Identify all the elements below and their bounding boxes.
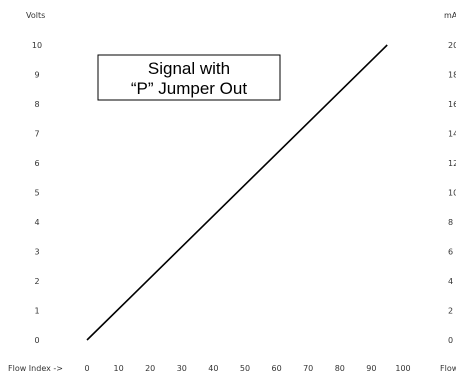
x-tick-label: 80: [335, 364, 345, 373]
x-tick-label: 10: [114, 364, 124, 373]
right-y-tick-label: 2: [448, 307, 453, 316]
right-y-tick-label: 16: [448, 100, 456, 109]
x-tick-label: 20: [145, 364, 155, 373]
y-tick-label: 6: [34, 159, 39, 168]
series-line: [86, 44, 388, 341]
x-tick-label: 40: [208, 364, 218, 373]
x-axis-label: Flow Index ->: [8, 364, 63, 373]
x-tick-label: 60: [272, 364, 282, 373]
x-tick-label: 70: [303, 364, 313, 373]
y-tick-label: 7: [34, 130, 39, 139]
y-tick-label: 0: [34, 336, 39, 345]
right-y-axis-unit-ma: mA: [444, 11, 456, 20]
right-y-tick-label: 8: [448, 218, 453, 227]
y-tick-label: 1: [34, 307, 39, 316]
annotation-line-2: “P” Jumper Out: [131, 79, 247, 98]
annotation-box: [97, 54, 281, 101]
y-tick-label: 5: [34, 189, 39, 198]
annotation: Signal with “P” Jumper Out: [97, 54, 281, 101]
y-axis-unit-volts: Volts: [26, 11, 45, 20]
x-tick-label: 90: [366, 364, 376, 373]
y-tick-label: 9: [34, 71, 39, 80]
x-tick-labels: 0 10 20 30 40 50 60 70 80 90 100: [84, 364, 410, 373]
right-y-tick-label: 6: [448, 248, 453, 257]
y-tick-label: 8: [34, 100, 39, 109]
annotation-line-1: Signal with: [148, 59, 230, 78]
right-y-tick-labels: 0 2 4 6 8 10 12 14 16 18 20: [448, 41, 456, 345]
y-tick-label: 3: [34, 248, 39, 257]
right-y-tick-label: 10: [448, 189, 456, 198]
right-x-axis-label: Flow: [440, 364, 456, 373]
right-y-tick-label: 20: [448, 41, 456, 50]
x-tick-label: 50: [240, 364, 250, 373]
right-y-tick-label: 14: [448, 130, 456, 139]
y-tick-label: 2: [34, 277, 39, 286]
y-tick-labels: 0 1 2 3 4 5 6 7 8 9 10: [32, 41, 42, 345]
x-tick-label: 0: [84, 364, 89, 373]
right-y-tick-label: 4: [448, 277, 453, 286]
series-group: [86, 44, 388, 341]
right-y-tick-label: 18: [448, 71, 456, 80]
x-tick-label: 100: [395, 364, 410, 373]
right-y-tick-label: 0: [448, 336, 453, 345]
y-tick-label: 4: [34, 218, 39, 227]
right-y-tick-label: 12: [448, 159, 456, 168]
x-tick-label: 30: [177, 364, 187, 373]
y-tick-label: 10: [32, 41, 42, 50]
